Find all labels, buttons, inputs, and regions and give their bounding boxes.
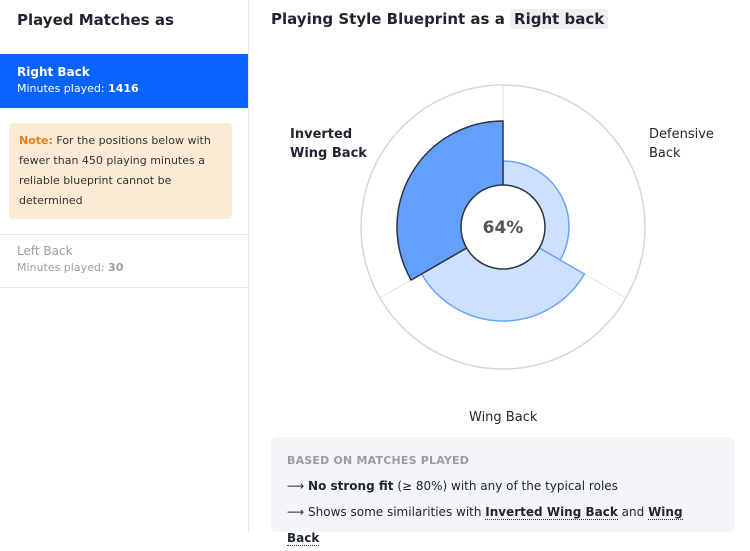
- position-left-back[interactable]: Left Back Minutes played: 30: [0, 234, 248, 288]
- position-name: Left Back: [17, 244, 73, 258]
- summary-line-2: ⟶ Shows some similarities with Inverted …: [287, 505, 683, 546]
- page-title: Playing Style Blueprint as a Right back: [271, 8, 609, 30]
- center-circle: [460, 184, 546, 270]
- center-percentage: 64%: [483, 218, 524, 238]
- blueprint-chart: 64%: [360, 84, 646, 370]
- note-box: Note: For the positions below with fewer…: [9, 123, 232, 219]
- minutes-label: Minutes played:: [17, 261, 105, 274]
- note-label: Note:: [19, 134, 53, 147]
- sector-wing-back: [420, 226, 586, 322]
- label-inverted-wing-back: Inverted Wing Back: [290, 127, 367, 161]
- minutes-label: Minutes played:: [17, 82, 105, 95]
- position-right-back[interactable]: Right Back Minutes played: 1416: [0, 54, 248, 108]
- summary-box: BASED ON MATCHES PLAYED ⟶ No strong fit …: [271, 437, 735, 546]
- label-wing-back: Wing Back: [469, 410, 538, 425]
- summary-line-1: ⟶ No strong fit (≥ 80%) with any of the …: [287, 479, 618, 493]
- summary-heading: BASED ON MATCHES PLAYED: [287, 454, 470, 467]
- minutes-value: 30: [108, 261, 124, 274]
- label-defensive-back: Defensive Back: [649, 127, 714, 161]
- link-inverted-wing-back[interactable]: Inverted Wing Back: [485, 505, 618, 520]
- note-text: For the positions below with fewer than …: [19, 134, 211, 207]
- minutes-value: 1416: [108, 82, 139, 95]
- position-name: Right Back: [17, 65, 90, 79]
- sidebar: Played Matches as Right Back Minutes pla…: [0, 0, 249, 532]
- sidebar-title: Played Matches as: [17, 11, 174, 29]
- position-chip: Right back: [510, 9, 609, 29]
